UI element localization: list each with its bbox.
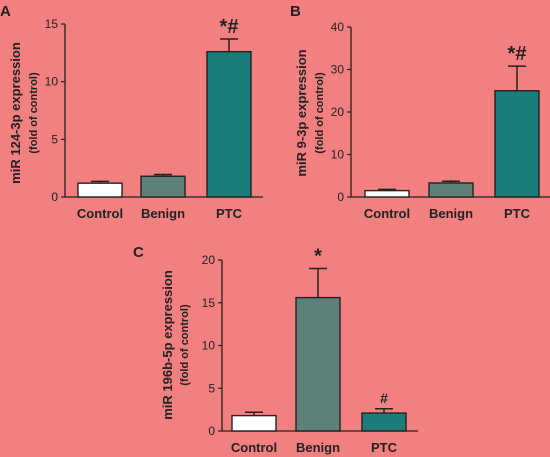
y-tick-label: 20 — [202, 253, 216, 267]
y-tick-label: 15 — [45, 17, 59, 31]
significance-annotation: # — [380, 390, 388, 406]
y-axis-sublabel: (fold of control) — [28, 72, 40, 154]
y-axis-label: miR 124-3p expression — [8, 42, 23, 184]
panel-b: B miR 9-3p expression (fold of control) … — [290, 3, 550, 221]
y-tick-label: 10 — [202, 339, 216, 353]
panel-c: C miR 196b-5p expression (fold of contro… — [133, 244, 418, 455]
y-tick-label: 15 — [202, 296, 216, 310]
y-tick-label: 40 — [331, 20, 345, 34]
bar — [77, 182, 123, 198]
significance-annotation: *# — [508, 43, 527, 65]
x-tick-label: Control — [364, 206, 410, 221]
significance-annotation: * — [314, 246, 322, 268]
x-tick-label: Benign — [296, 440, 340, 455]
bar — [494, 90, 540, 198]
panel-letter: C — [133, 244, 144, 261]
bar — [364, 189, 410, 198]
y-tick-label: 30 — [331, 63, 345, 77]
y-axis-sublabel: (fold of control) — [179, 304, 191, 386]
significance-annotation: *# — [220, 16, 239, 38]
y-tick-label: 10 — [331, 148, 345, 162]
x-tick-label: Control — [77, 206, 123, 221]
bar — [428, 182, 474, 198]
y-tick-label: 0 — [51, 190, 58, 204]
y-axis-sublabel: (fold of control) — [314, 72, 326, 154]
y-tick-label: 5 — [208, 381, 215, 395]
y-tick-label: 0 — [208, 424, 215, 438]
panel-letter: A — [0, 3, 11, 20]
bar — [140, 175, 186, 198]
y-axis-label: miR 9-3p expression — [294, 49, 309, 176]
x-tick-label: PTC — [216, 206, 243, 221]
bar — [206, 50, 252, 198]
x-tick-label: Control — [231, 440, 277, 455]
y-tick-label: 10 — [45, 75, 59, 89]
bar — [231, 414, 277, 432]
y-tick-label: 0 — [337, 190, 344, 204]
x-tick-label: PTC — [504, 206, 531, 221]
bar — [295, 296, 341, 432]
y-tick-label: 20 — [331, 105, 345, 119]
x-tick-label: Benign — [141, 206, 185, 221]
x-tick-label: PTC — [371, 440, 398, 455]
y-tick-label: 5 — [51, 132, 58, 146]
y-axis-label: miR 196b-5p expression — [160, 270, 175, 420]
panel-letter: B — [290, 3, 301, 20]
bar — [361, 412, 407, 432]
panel-a: A miR 124-3p expression (fold of control… — [0, 3, 263, 221]
x-tick-label: Benign — [429, 206, 473, 221]
